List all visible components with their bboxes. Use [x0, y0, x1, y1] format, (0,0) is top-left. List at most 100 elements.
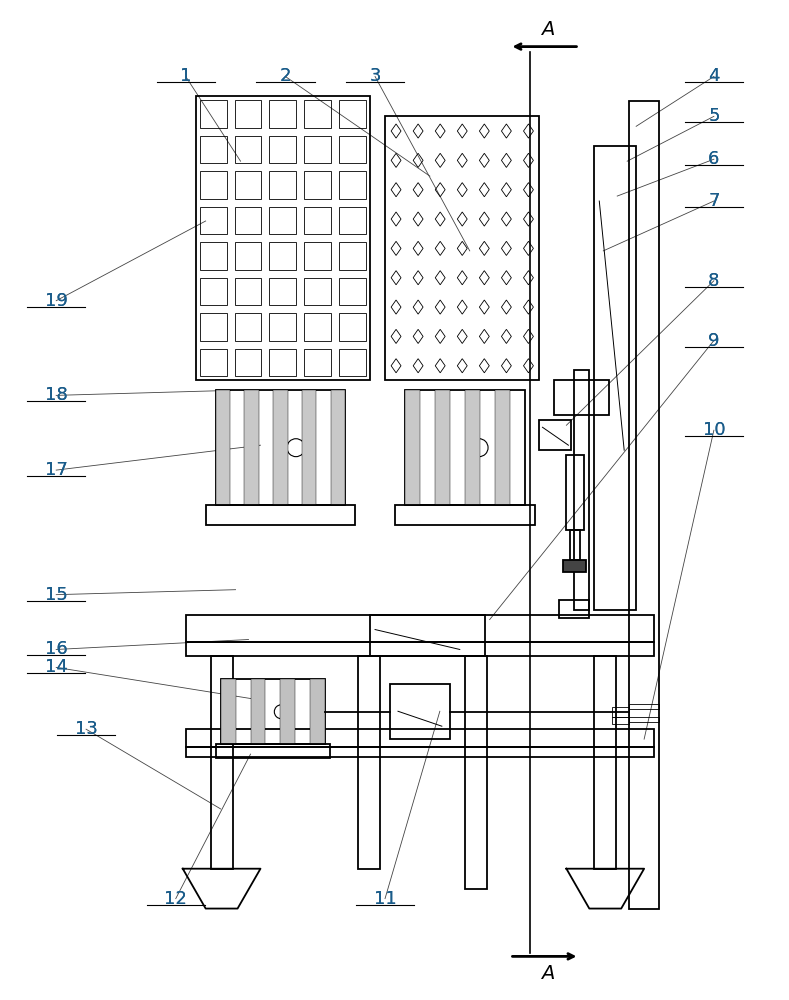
Text: 3: 3: [369, 67, 381, 85]
Text: 18: 18: [45, 386, 68, 404]
Bar: [305, 171, 331, 199]
Text: 19: 19: [45, 292, 68, 310]
Text: 8: 8: [709, 272, 720, 290]
Bar: [629, 101, 659, 909]
Bar: [405, 390, 420, 505]
Bar: [234, 313, 261, 341]
Bar: [629, 717, 659, 722]
Text: 10: 10: [702, 421, 725, 439]
Text: 2: 2: [279, 67, 291, 85]
Bar: [594, 656, 616, 869]
Bar: [234, 242, 261, 270]
Text: 11: 11: [374, 890, 396, 908]
Bar: [269, 100, 297, 128]
Bar: [200, 242, 226, 270]
Bar: [559, 600, 589, 618]
Bar: [206, 505, 355, 525]
Polygon shape: [567, 869, 644, 909]
Bar: [269, 242, 297, 270]
Text: 2: 2: [279, 67, 291, 85]
Bar: [269, 278, 297, 305]
Bar: [339, 100, 366, 128]
Bar: [269, 171, 297, 199]
Bar: [555, 380, 609, 415]
Text: A: A: [540, 20, 554, 39]
Bar: [302, 390, 316, 505]
Bar: [215, 390, 345, 505]
Bar: [221, 679, 325, 744]
Bar: [273, 390, 288, 505]
Text: 17: 17: [45, 461, 68, 479]
Bar: [339, 136, 366, 163]
Bar: [215, 390, 230, 505]
Bar: [390, 684, 450, 739]
Text: 3: 3: [369, 67, 381, 85]
Bar: [305, 278, 331, 305]
Bar: [574, 370, 589, 610]
Polygon shape: [183, 869, 260, 909]
Bar: [185, 642, 654, 656]
Bar: [339, 242, 366, 270]
Bar: [269, 349, 297, 376]
Text: 13: 13: [75, 720, 98, 738]
Text: 7: 7: [708, 192, 720, 210]
Text: 15: 15: [45, 586, 68, 604]
Bar: [570, 530, 581, 560]
Text: 16: 16: [45, 640, 68, 658]
Bar: [331, 390, 345, 505]
Text: 15: 15: [45, 586, 68, 604]
Text: 12: 12: [164, 890, 187, 908]
Bar: [185, 729, 654, 747]
Bar: [339, 313, 366, 341]
Bar: [567, 455, 585, 530]
Bar: [305, 313, 331, 341]
Bar: [358, 656, 380, 869]
Bar: [612, 717, 629, 724]
Bar: [310, 679, 325, 744]
Bar: [629, 704, 659, 709]
Bar: [251, 679, 265, 744]
Text: 14: 14: [45, 658, 68, 676]
Bar: [405, 390, 525, 505]
Text: 16: 16: [45, 640, 68, 658]
Text: 14: 14: [45, 658, 68, 676]
Bar: [339, 207, 366, 234]
Bar: [465, 390, 480, 505]
Text: 5: 5: [708, 107, 720, 125]
Bar: [269, 136, 297, 163]
Bar: [435, 390, 450, 505]
Bar: [200, 349, 226, 376]
Bar: [200, 313, 226, 341]
Bar: [280, 679, 295, 744]
Bar: [200, 100, 226, 128]
Text: 1: 1: [180, 67, 192, 85]
Text: 4: 4: [708, 67, 720, 85]
Bar: [339, 171, 366, 199]
Text: 9: 9: [708, 332, 720, 350]
Text: 18: 18: [45, 386, 68, 404]
Text: 10: 10: [702, 421, 725, 439]
Bar: [563, 560, 586, 572]
Bar: [305, 136, 331, 163]
Text: 6: 6: [709, 150, 720, 168]
Text: 5: 5: [708, 107, 720, 125]
Bar: [495, 390, 510, 505]
Bar: [234, 349, 261, 376]
Bar: [234, 136, 261, 163]
Text: 13: 13: [75, 720, 98, 738]
Bar: [245, 390, 259, 505]
Bar: [612, 707, 629, 717]
Bar: [221, 679, 236, 744]
Text: 11: 11: [374, 890, 396, 908]
Text: 4: 4: [708, 67, 720, 85]
Bar: [211, 656, 233, 869]
Bar: [305, 349, 331, 376]
Text: 17: 17: [45, 461, 68, 479]
Text: 6: 6: [709, 150, 720, 168]
Bar: [269, 313, 297, 341]
Bar: [395, 505, 534, 525]
Text: A: A: [540, 964, 554, 983]
Bar: [234, 100, 261, 128]
Bar: [370, 615, 484, 656]
Bar: [234, 171, 261, 199]
